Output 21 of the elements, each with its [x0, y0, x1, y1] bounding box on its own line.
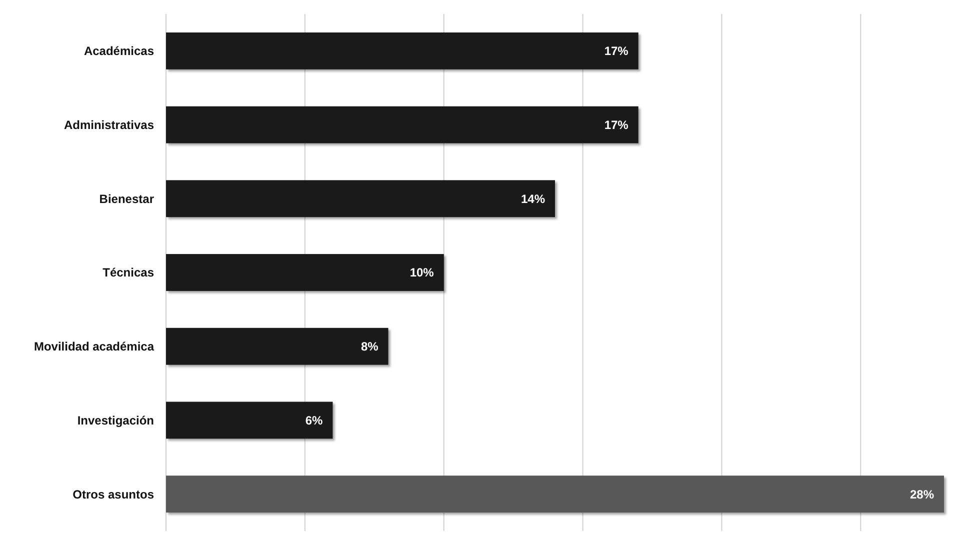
- y-tick-label: Técnicas: [102, 266, 154, 280]
- data-label: 28%: [910, 487, 934, 502]
- bar: [166, 328, 388, 365]
- data-label: 17%: [604, 44, 629, 58]
- data-label: 10%: [410, 266, 434, 280]
- y-tick-label: Administrativas: [64, 118, 154, 132]
- bar: [166, 180, 555, 218]
- y-tick-label: Movilidad académica: [34, 340, 154, 354]
- bar: [166, 402, 333, 439]
- data-label: 8%: [360, 340, 379, 354]
- y-tick-label: Académicas: [84, 44, 154, 58]
- bar: [166, 476, 944, 513]
- data-label: 14%: [520, 192, 546, 206]
- y-tick-label: Bienestar: [99, 192, 154, 206]
- bar: [166, 32, 638, 70]
- data-label: 6%: [305, 413, 324, 428]
- data-label: 17%: [604, 118, 629, 132]
- bar: [166, 254, 444, 291]
- y-tick-label: Investigación: [77, 413, 154, 428]
- y-tick-label: Otros asuntos: [72, 487, 154, 502]
- bar: [166, 106, 638, 144]
